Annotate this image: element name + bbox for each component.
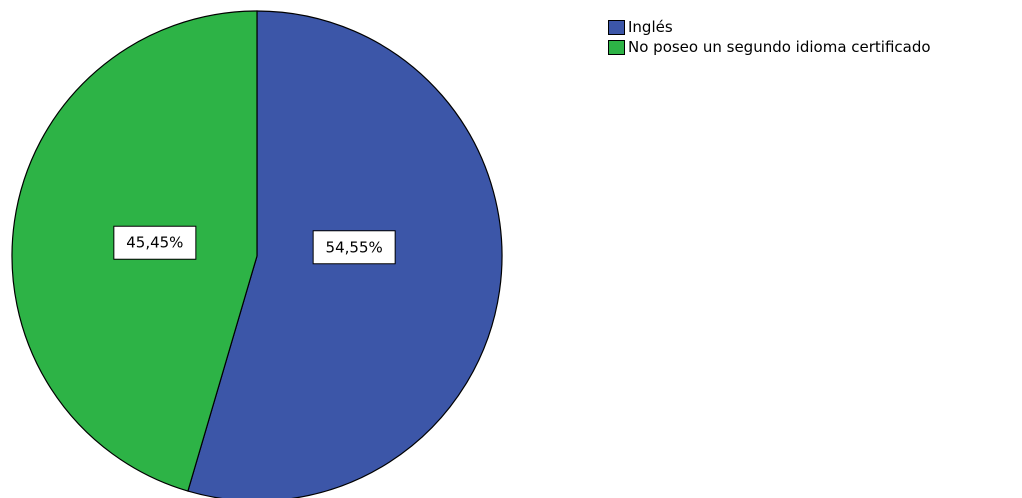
- legend-swatch-ingles: [608, 19, 625, 35]
- pie-chart: 54,55% 45,45%: [11, 10, 503, 498]
- data-label-text-no-segundo-idioma: 45,45%: [126, 234, 183, 252]
- data-label-ingles: 54,55%: [312, 230, 396, 265]
- data-label-text-ingles: 54,55%: [326, 238, 383, 256]
- legend-item-ingles: Inglés: [608, 17, 931, 37]
- legend-swatch-no-segundo-idioma: [608, 39, 625, 55]
- legend-label-ingles: Inglés: [628, 18, 673, 36]
- legend-label-no-segundo-idioma: No poseo un segundo idioma certificado: [628, 38, 931, 56]
- legend-item-no-segundo-idioma: No poseo un segundo idioma certificado: [608, 37, 931, 57]
- data-label-no-segundo-idioma: 45,45%: [113, 225, 197, 260]
- legend: Inglés No poseo un segundo idioma certif…: [608, 17, 931, 57]
